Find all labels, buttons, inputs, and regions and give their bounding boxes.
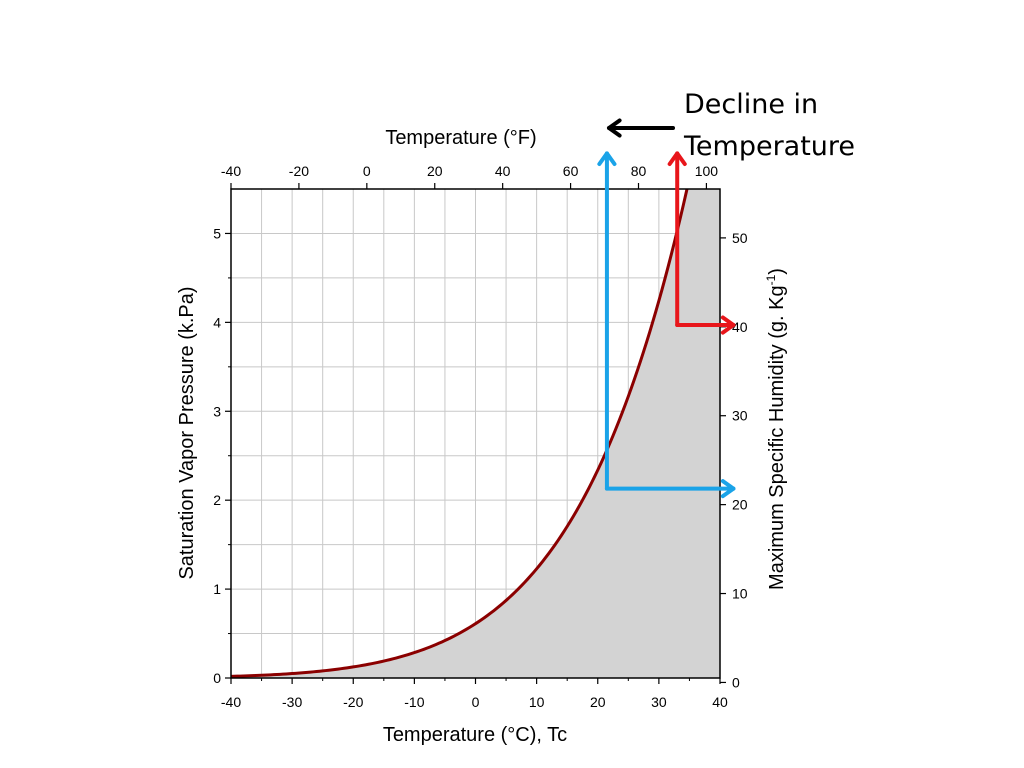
right-tick-label: 20 [732,497,748,513]
red-horizontal-arrow-head [720,315,736,335]
curve-area-fill [231,189,720,678]
top-tick-label: 40 [495,163,511,179]
right-y-axis-label-tail: ) [766,268,788,275]
blue-horizontal-arrow-head [720,479,736,499]
blue-horizontal-arrow [604,479,736,499]
right-y-axis-label-sup: -1 [764,274,778,285]
top-tick-label: -40 [221,163,241,179]
right-tick-label: 10 [732,586,748,602]
y-tick-label: 2 [213,492,221,508]
top-x-axis-label: Temperature (°F) [385,127,536,149]
right-y-axis-label-main: Maximum Specific Humidity (g. Kg [766,285,788,590]
y-axis-label: Saturation Vapor Pressure (k.Pa) [176,286,198,579]
x-tick-label: 30 [651,694,667,710]
red-horizontal-arrow [675,315,736,335]
top-tick-label: 0 [363,163,371,179]
x-tick-label: 0 [472,694,480,710]
red-vertical-arrow [667,151,687,328]
x-tick-label: -20 [343,694,363,710]
annotation-text-line1: Decline in [684,89,819,120]
y-tick-label: 4 [213,314,221,330]
top-tick-label: 60 [563,163,579,179]
axis-ticks [225,183,726,684]
right-y-axis-label: Maximum Specific Humidity (g. Kg-1) [764,268,788,590]
right-tick-label: 0 [732,674,740,690]
annotation-text-line2: Temperature [684,131,856,162]
y-tick-label: 1 [213,581,221,597]
right-tick-label: 30 [732,408,748,424]
y-tick-label: 3 [213,403,221,419]
blue-vertical-arrow-head [597,151,617,167]
annotation-arrows [597,118,736,499]
top-tick-label: -20 [289,163,309,179]
top-tick-label: 20 [427,163,443,179]
right-tick-label: 40 [732,319,748,335]
x-tick-label: -40 [221,694,241,710]
top-tick-label: 100 [695,163,719,179]
x-tick-label: 10 [529,694,545,710]
blue-vertical-arrow [597,151,617,491]
x-tick-label: -30 [282,694,302,710]
y-tick-label: 0 [213,670,221,686]
y-tick-label: 5 [213,225,221,241]
x-tick-label: 20 [590,694,606,710]
red-vertical-arrow-head [667,151,687,167]
right-tick-label: 50 [732,230,748,246]
x-tick-label: 40 [712,694,728,710]
decline-arrow [607,118,675,138]
x-tick-label: -10 [404,694,424,710]
decline-arrow-head [607,118,622,138]
saturation-curve-line [231,189,689,678]
top-tick-label: 80 [631,163,647,179]
x-axis-label: Temperature (°C), Tc [383,724,567,746]
